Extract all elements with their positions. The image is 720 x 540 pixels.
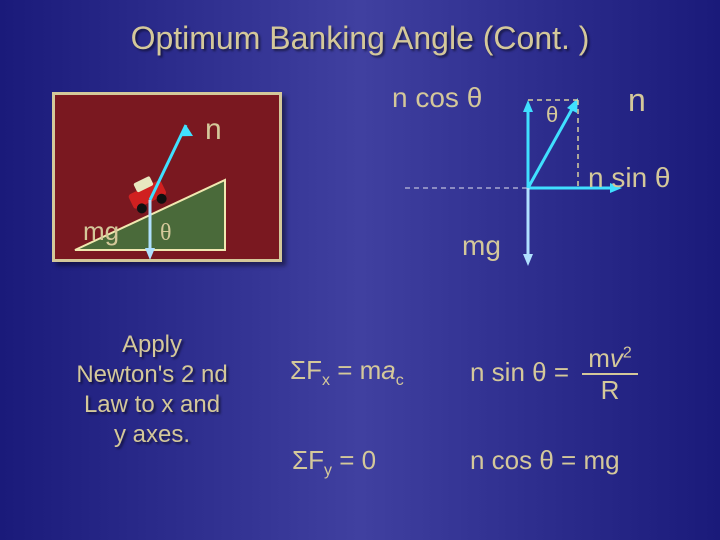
frac-v: v (610, 343, 623, 373)
newton-law-text: Apply Newton's 2 nd Law to x and y axes. (52, 330, 252, 450)
nsin-lhs: n sin θ = (470, 357, 576, 387)
left-fbd-box: n mg θ (52, 92, 282, 262)
left-n-label: n (205, 113, 222, 147)
sumfy-sigma: ΣF (292, 445, 324, 475)
n-vector (150, 125, 186, 200)
ncos-label: n cos θ (392, 82, 482, 114)
ncos-text: n cos θ (392, 82, 482, 113)
sumfx-csub: c (396, 372, 404, 389)
right-mg-label: mg (462, 230, 501, 262)
sumfy-rhs: = 0 (332, 445, 376, 475)
right-component-diagram: n cos θ θ n n sin θ mg (360, 80, 690, 280)
subtitle-line1: Apply (52, 330, 252, 360)
mg-down-arrowhead (523, 254, 533, 266)
left-theta-label: θ (160, 220, 172, 247)
nsin-label: n sin θ (588, 162, 671, 194)
subtitle-line4: y axes. (52, 420, 252, 450)
ncos-arrowhead (523, 100, 533, 112)
right-n-label: n (628, 82, 646, 119)
slide-title: Optimum Banking Angle (Cont. ) (0, 20, 720, 57)
frac-num: mv2 (582, 345, 638, 375)
eq-sum-fx: ΣFx = mac (290, 355, 404, 390)
subtitle-line2: Newton's 2 nd (52, 360, 252, 390)
frac-den: R (582, 375, 638, 403)
subtitle-line3: Law to x and (52, 390, 252, 420)
sumfx-sigma: ΣF (290, 355, 322, 385)
n-arrowhead (178, 124, 193, 138)
frac-m: m (588, 343, 610, 373)
frac-sup: 2 (623, 344, 632, 361)
sumfx-sub: x (322, 372, 330, 389)
sumfx-eq: = m (330, 355, 381, 385)
eq-nsin: n sin θ = mv2 R (470, 345, 638, 403)
sumfy-sub: y (324, 462, 332, 479)
mg-arrowhead (145, 248, 155, 260)
sumfx-a: a (381, 355, 395, 385)
theta-small-label: θ (546, 102, 558, 128)
mv2-over-r-fraction: mv2 R (582, 345, 638, 403)
eq-sum-fy: ΣFy = 0 (292, 445, 376, 480)
eq-ncos: n cos θ = mg (470, 445, 620, 476)
left-mg-label: mg (83, 216, 119, 247)
